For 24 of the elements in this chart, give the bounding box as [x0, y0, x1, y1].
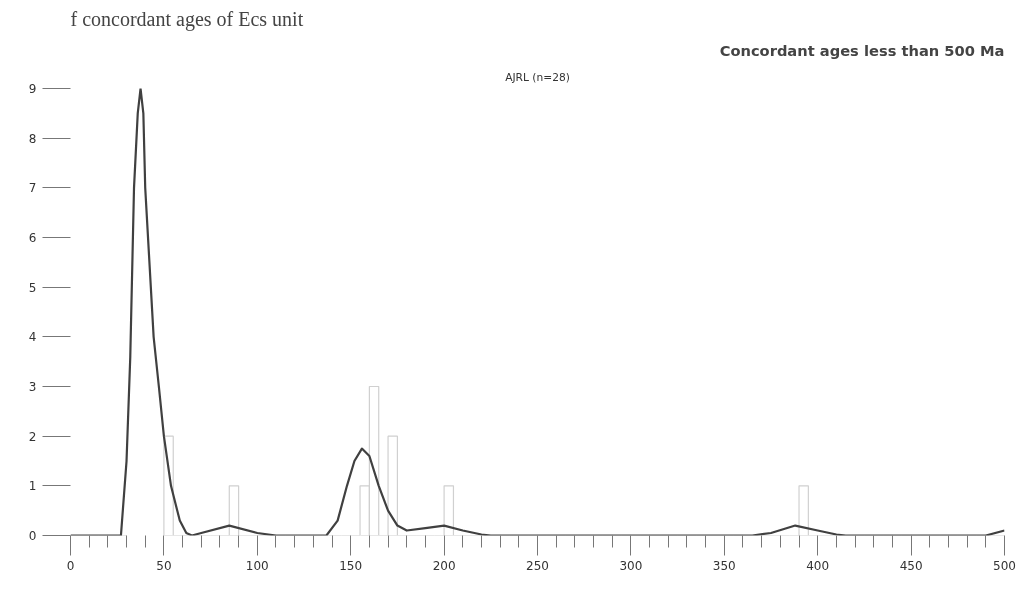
- y-tick-label: 1: [28, 479, 37, 494]
- x-tick-label: 200: [432, 558, 456, 573]
- text: f concordant ages of Ecs unit: [70, 7, 304, 31]
- y-tick-label: 5: [28, 280, 37, 295]
- y-tick-label: 7: [28, 181, 37, 196]
- chart-subtitle: AJRL (n=28): [505, 70, 570, 84]
- chart-title: Concordant ages less than 500 Ma: [719, 41, 1005, 59]
- x-tick-label: 100: [245, 558, 269, 573]
- x-tick-label: 0: [66, 558, 75, 573]
- x-tick-label: 350: [712, 558, 736, 573]
- y-tick-label: 8: [28, 131, 37, 146]
- y-tick-label: 9: [28, 82, 37, 96]
- x-tick-label: 400: [806, 558, 830, 573]
- y-tick-label: 6: [28, 231, 37, 245]
- x-tick-label: 450: [899, 558, 923, 573]
- y-tick-label: 0: [28, 529, 37, 543]
- y-tick-label: 4: [28, 330, 37, 345]
- x-tick-label: 50: [156, 558, 172, 573]
- y-tick-label: 2: [28, 429, 37, 444]
- x-tick-label: 250: [526, 558, 549, 573]
- y-tick-label: 3: [28, 380, 37, 394]
- x-tick-label: 300: [619, 558, 643, 573]
- x-tick-label: 150: [339, 558, 363, 573]
- x-tick-label: 500: [993, 558, 1016, 573]
